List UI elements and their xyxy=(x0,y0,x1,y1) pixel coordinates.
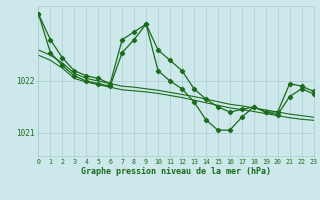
X-axis label: Graphe pression niveau de la mer (hPa): Graphe pression niveau de la mer (hPa) xyxy=(81,167,271,176)
